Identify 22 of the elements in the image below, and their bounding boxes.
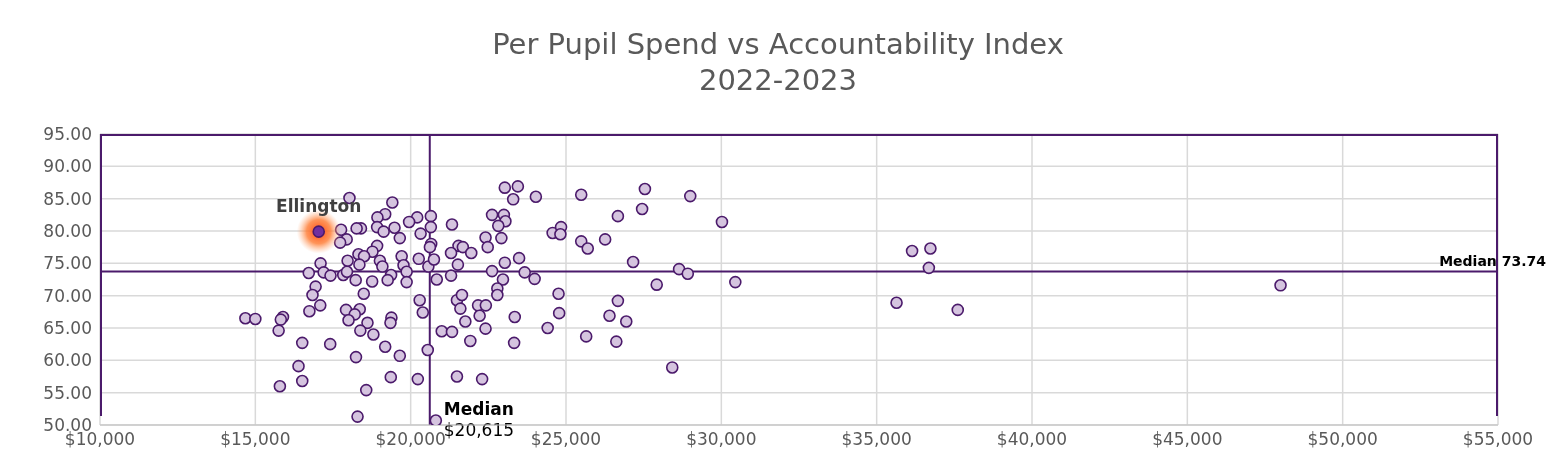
x-tick-label: $35,000 <box>841 429 912 450</box>
annotation: Ellington <box>276 195 362 216</box>
y-tick-label: 70.00 <box>43 285 92 306</box>
y-tick-label: 85.00 <box>43 188 92 209</box>
x-tick-label: $50,000 <box>1307 429 1378 450</box>
x-tick-label: $25,000 <box>530 429 602 450</box>
x-tick-label: $55,000 <box>1462 429 1534 450</box>
chart-subtitle: 2022-2023 <box>697 62 859 98</box>
ref-line-label: Median 73.74 <box>1439 253 1547 270</box>
y-tick-label: 75.00 <box>43 253 92 274</box>
x-tick-label: $40,000 <box>996 429 1068 450</box>
y-tick-label: 80.00 <box>43 221 92 242</box>
x-tick-label: $30,000 <box>686 429 757 450</box>
x-tick-label: $45,000 <box>1152 429 1223 450</box>
y-tick-label: 65.00 <box>43 318 92 339</box>
y-tick-label: 55.00 <box>43 382 92 403</box>
y-tick-label: 90.00 <box>43 156 92 177</box>
y-tick-label: 95.00 <box>43 124 92 145</box>
y-tick-label: 60.00 <box>43 350 92 371</box>
x-tick-label: $15,000 <box>220 429 291 450</box>
x-tick-label: $20,000 <box>375 429 446 450</box>
chart-title: Per Pupil Spend vs Accountability Index <box>491 26 1065 62</box>
